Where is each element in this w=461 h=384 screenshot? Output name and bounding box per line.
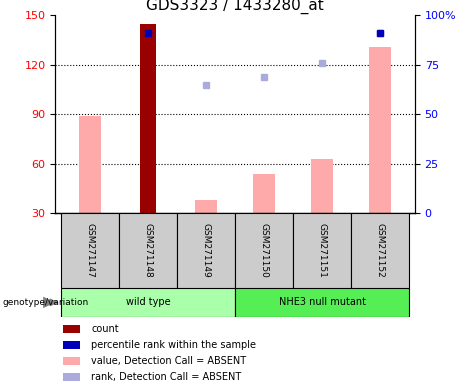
Bar	[61, 213, 119, 288]
Bar	[63, 357, 81, 365]
Bar	[311, 159, 333, 213]
Text: GSM271150: GSM271150	[260, 223, 269, 278]
Bar	[253, 174, 275, 213]
Bar	[63, 341, 81, 349]
Text: value, Detection Call = ABSENT: value, Detection Call = ABSENT	[91, 356, 246, 366]
Text: GSM271148: GSM271148	[144, 223, 153, 278]
Bar	[369, 47, 391, 213]
Bar	[351, 213, 409, 288]
Bar	[177, 213, 235, 288]
Bar	[61, 288, 235, 317]
Bar	[293, 213, 351, 288]
Text: GSM271147: GSM271147	[86, 223, 95, 278]
Text: NHE3 null mutant: NHE3 null mutant	[278, 297, 366, 308]
Text: wild type: wild type	[126, 297, 171, 308]
Title: GDS3323 / 1433280_at: GDS3323 / 1433280_at	[146, 0, 324, 14]
Bar	[63, 373, 81, 381]
Text: percentile rank within the sample: percentile rank within the sample	[91, 340, 256, 350]
Bar	[79, 116, 101, 213]
Bar	[119, 213, 177, 288]
Text: rank, Detection Call = ABSENT: rank, Detection Call = ABSENT	[91, 372, 242, 382]
Bar	[140, 23, 156, 213]
Bar	[235, 213, 293, 288]
Bar	[63, 325, 81, 333]
Polygon shape	[43, 296, 55, 308]
Text: count: count	[91, 324, 119, 334]
Text: genotype/variation: genotype/variation	[2, 298, 89, 307]
Text: GSM271152: GSM271152	[376, 223, 384, 278]
Bar	[235, 288, 409, 317]
Bar	[195, 200, 217, 213]
Text: GSM271151: GSM271151	[318, 223, 326, 278]
Text: GSM271149: GSM271149	[201, 223, 211, 278]
